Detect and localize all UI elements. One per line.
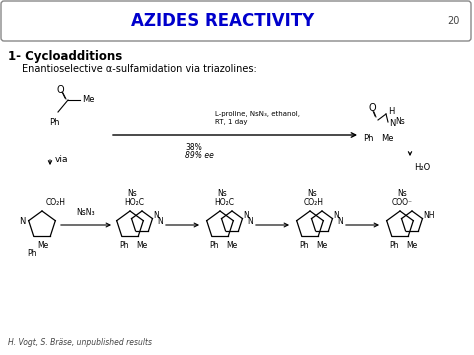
Text: Me: Me [226, 241, 237, 250]
Text: 1- Cycloadditions: 1- Cycloadditions [8, 50, 122, 63]
Text: N: N [247, 217, 253, 225]
Text: AZIDES REACTIVITY: AZIDES REACTIVITY [131, 12, 314, 30]
Text: N: N [243, 211, 249, 219]
Text: CO₂H: CO₂H [304, 198, 324, 207]
Text: H₂O: H₂O [414, 163, 430, 172]
Text: N: N [153, 211, 159, 219]
Text: O: O [368, 103, 376, 113]
Text: Me: Me [316, 241, 327, 250]
Text: Me: Me [37, 241, 48, 250]
Text: 38%: 38% [185, 143, 202, 152]
Text: Me: Me [381, 134, 393, 143]
Text: Ph: Ph [299, 241, 309, 250]
Text: HO₂C: HO₂C [214, 198, 234, 207]
Text: 20: 20 [447, 16, 460, 26]
Text: Ns: Ns [307, 189, 317, 198]
Text: N: N [19, 217, 26, 225]
Text: Me: Me [82, 95, 94, 104]
Text: COO⁻: COO⁻ [392, 198, 413, 207]
Text: HO₂C: HO₂C [124, 198, 144, 207]
Text: Ns: Ns [127, 189, 137, 198]
Text: Ns: Ns [395, 118, 405, 126]
Text: Ph: Ph [363, 134, 373, 143]
Text: NsN₃: NsN₃ [77, 208, 95, 217]
Text: N: N [389, 120, 395, 129]
Text: L-proline, NsN₃, ethanol,: L-proline, NsN₃, ethanol, [215, 111, 300, 117]
Text: Ns: Ns [397, 189, 407, 198]
Text: via: via [55, 155, 69, 164]
Text: Me: Me [136, 241, 147, 250]
Text: H: H [388, 108, 394, 116]
Text: Ph: Ph [209, 241, 219, 250]
Text: N: N [337, 217, 343, 225]
Text: Ns: Ns [217, 189, 227, 198]
Text: 89% ee: 89% ee [185, 151, 214, 160]
Text: RT, 1 day: RT, 1 day [215, 119, 247, 125]
Text: Ph: Ph [389, 241, 399, 250]
Text: Enantioselective α-sulfamidation via triazolines:: Enantioselective α-sulfamidation via tri… [22, 64, 257, 74]
Text: NH: NH [423, 211, 435, 219]
Text: N: N [157, 217, 163, 225]
Text: Me: Me [406, 241, 417, 250]
Text: N: N [333, 211, 339, 219]
Text: Ph: Ph [27, 249, 37, 258]
FancyBboxPatch shape [1, 1, 471, 41]
Text: Ph: Ph [49, 118, 59, 127]
Text: O: O [56, 85, 64, 95]
Text: H. Vogt, S. Bräse, unpublished results: H. Vogt, S. Bräse, unpublished results [8, 338, 152, 347]
Text: Ph: Ph [119, 241, 129, 250]
Text: CO₂H: CO₂H [46, 198, 66, 207]
